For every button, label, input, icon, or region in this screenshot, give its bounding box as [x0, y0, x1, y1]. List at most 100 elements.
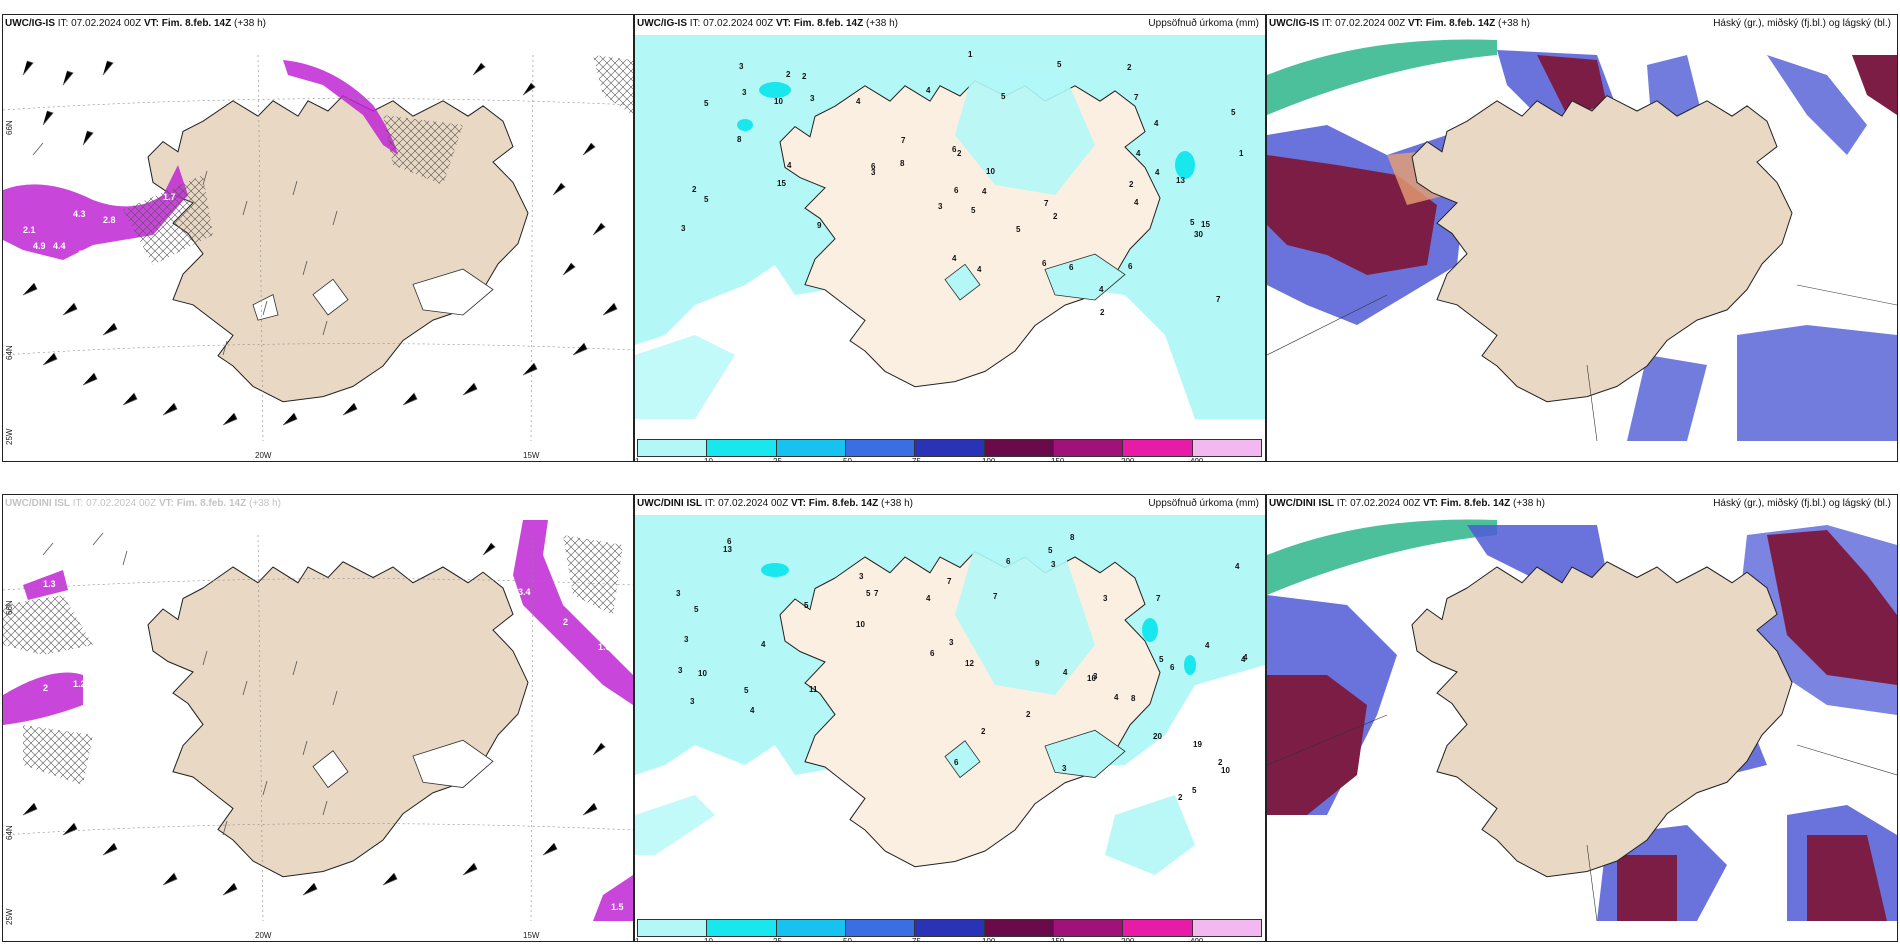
lead-time: (+38 h) — [234, 18, 266, 29]
lat-label-66n: 66N — [5, 600, 14, 615]
colorbar-box — [984, 920, 1054, 936]
model-name: UWC/IG-IS — [637, 18, 687, 29]
precip-value: 15 — [777, 179, 786, 188]
vt-value: Fim. 8.feb. 14Z — [808, 498, 879, 509]
colorbar-label: 75 — [912, 937, 921, 942]
panel-bottom-precip: UWC/DINI ISL IT: 07.02.2024 00Z VT: Fim.… — [634, 494, 1266, 942]
precip-value: 5 — [694, 605, 699, 614]
precip-value: 7 — [1156, 594, 1161, 603]
colorbar-labels: 1 10 25 50 75 100 150 200 400 — [635, 457, 1262, 462]
icing-zone-east — [513, 520, 633, 705]
precip-value: 2 — [1127, 63, 1132, 72]
precip-value: 8 — [737, 135, 742, 144]
vt-value: Fim. 8.feb. 14Z — [1440, 498, 1511, 509]
icing-zone-north — [283, 60, 398, 155]
colorbar-box — [776, 440, 846, 456]
colorbar-box — [984, 440, 1054, 456]
lon-label-15w: 15W — [523, 451, 540, 460]
precip-value: 5 — [704, 195, 709, 204]
colorbar-label: 1 — [635, 457, 640, 462]
colorbar-box — [707, 440, 777, 456]
corner-lon-label: 25W — [5, 428, 14, 445]
precip-value: 8 — [900, 159, 905, 168]
precip-value: 3 — [684, 635, 689, 644]
precip-value: 4 — [750, 706, 755, 715]
wind-map: 1.2 2 1.3 3.4 2 1.8 1.5 — [3, 515, 633, 921]
icing-value: 4.9 — [33, 241, 46, 251]
precip-value: 4 — [856, 97, 861, 106]
lat-label-66n: 66N — [5, 120, 14, 135]
precip-value: 2 — [1218, 758, 1223, 767]
precip-value: 8 — [1131, 694, 1136, 703]
lon-label-20w: 20W — [255, 931, 272, 940]
colorbar-label: 100 — [982, 937, 996, 942]
precip-value: 5 — [1016, 225, 1021, 234]
lat-label-64n: 64N — [5, 345, 14, 360]
panel-header: UWC/IG-IS IT: 07.02.2024 00Z VT: Fim. 8.… — [5, 18, 629, 34]
colorbar-labels: 1 10 25 50 75 100 150 200 400 — [635, 937, 1262, 942]
high-cloud — [1267, 39, 1497, 115]
precip-value: 3 — [1062, 764, 1067, 773]
field-title: Uppsöfnuð úrkoma (mm) — [1148, 18, 1259, 29]
precip-value: 5 — [971, 206, 976, 215]
it-label: IT: — [57, 18, 69, 29]
colorbar-label: 1 — [635, 937, 640, 942]
colorbar-box — [776, 920, 846, 936]
precip-value: 6 — [727, 537, 732, 546]
colorbar-label: 50 — [843, 457, 852, 462]
graticule — [3, 54, 633, 441]
colorbar-boxes — [637, 439, 1262, 457]
model-name: UWC/IG-IS — [5, 18, 55, 29]
panel-bottom-wind: UWC/DINI ISL IT: 07.02.2024 00Z VT: Fim.… — [2, 494, 634, 942]
colorbar-box — [638, 440, 708, 456]
precip-map — [635, 515, 1265, 899]
vt-label: VT: — [143, 18, 159, 29]
precip-value: 3 — [949, 638, 954, 647]
precip-value: 3 — [1093, 672, 1098, 681]
lon-label-20w: 20W — [255, 451, 272, 460]
lead-time: (+38 h) — [1513, 498, 1545, 509]
lead-time: (+38 h) — [249, 498, 281, 509]
precip-value: 4 — [1063, 668, 1068, 677]
precip-value: 2 — [1178, 793, 1183, 802]
icing-value: 1.5 — [611, 902, 624, 912]
precip-cyan-spot — [759, 82, 791, 98]
precip-value: 4 — [977, 265, 982, 274]
it-label: IT: — [1336, 498, 1348, 509]
icing-value: 4.3 — [73, 209, 86, 219]
precip-value: 3 — [938, 202, 943, 211]
land-mass — [147, 561, 529, 878]
precip-value: 4 — [1241, 655, 1246, 664]
cloud-map — [1267, 35, 1897, 441]
land-mass — [147, 95, 529, 403]
lead-time: (+38 h) — [881, 498, 913, 509]
precip-value: 5 — [1192, 786, 1197, 795]
lat-label-64n: 64N — [5, 825, 14, 840]
icing-value: 2 — [563, 617, 568, 627]
precip-value: 4 — [926, 86, 931, 95]
field-title: Háský (gr.), miðský (fj.bl.) og lágský (… — [1713, 18, 1891, 29]
precip-value: 4 — [926, 594, 931, 603]
colorbar-box — [1192, 920, 1261, 936]
precip-value: 10 — [698, 669, 707, 678]
precip-value: 10 — [774, 97, 783, 106]
precip-value: 3 — [859, 572, 864, 581]
precip-value: 5 — [744, 686, 749, 695]
precip-value: 3 — [678, 666, 683, 675]
vt-label: VT: — [775, 18, 791, 29]
precip-value: 5 — [1231, 108, 1236, 117]
precip-value: 7 — [993, 592, 998, 601]
precip-value: 10 — [1087, 674, 1096, 683]
precip-value: 6 — [1042, 259, 1047, 268]
precip-value: 3 — [1051, 560, 1056, 569]
precip-value: 30 — [1194, 230, 1203, 239]
precip-value: 12 — [965, 659, 974, 668]
hatch-area-1 — [123, 175, 213, 265]
precip-value: 8 — [1070, 533, 1075, 542]
precip-value: 2 — [1129, 180, 1134, 189]
precip-value: 4 — [1099, 285, 1104, 294]
colorbar-box — [1192, 440, 1261, 456]
vt-value: Fim. 8.feb. 14Z — [1425, 18, 1496, 29]
precip-map — [635, 35, 1265, 419]
colorbar-label: 75 — [912, 457, 921, 462]
